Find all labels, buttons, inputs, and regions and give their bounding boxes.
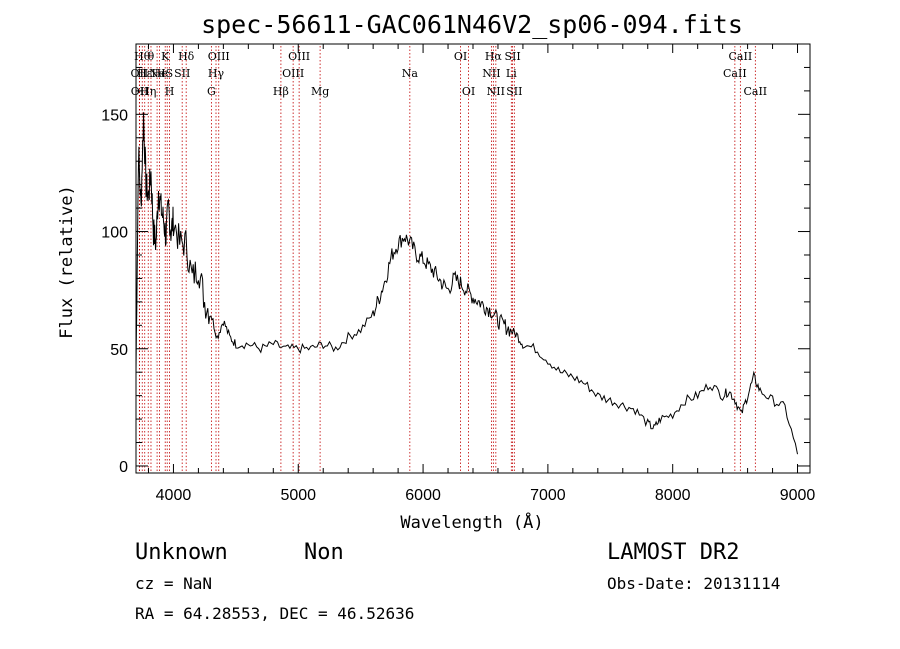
line-marker-label: CaII bbox=[743, 85, 767, 98]
line-marker-label: K bbox=[161, 50, 170, 63]
object-subclass: Non bbox=[304, 540, 344, 565]
line-marker-label: OIII bbox=[208, 50, 230, 63]
x-axis-label: Wavelength (Å) bbox=[400, 511, 543, 533]
line-marker-label: NII bbox=[487, 85, 505, 98]
line-marker-label: H bbox=[165, 85, 175, 98]
y-tick-label: 50 bbox=[110, 342, 128, 359]
plot-frame bbox=[135, 43, 811, 474]
line-marker-label: Hε bbox=[137, 67, 153, 80]
line-marker-label: OIII bbox=[282, 67, 304, 80]
object-class: Unknown bbox=[135, 540, 228, 565]
x-tick-label: 6000 bbox=[405, 487, 441, 504]
line-marker-label: CaII bbox=[729, 50, 753, 63]
chart-title: spec-56611-GAC061N46V2_sp06-094.fits bbox=[201, 10, 743, 39]
line-marker-label: IS bbox=[161, 67, 173, 80]
line-marker-label: Na bbox=[402, 67, 419, 80]
line-marker-label: NII bbox=[482, 67, 500, 80]
y-axis-label: Flux (relative) bbox=[57, 185, 77, 339]
line-marker-label: Mg bbox=[311, 85, 329, 98]
line-marker-label: Li bbox=[506, 67, 517, 80]
y-axis-ticks: 0 50 100 150 bbox=[101, 66, 810, 476]
obs-date: Obs-Date: 20131114 bbox=[607, 574, 780, 593]
x-tick-label: 7000 bbox=[530, 487, 566, 504]
x-tick-label: 4000 bbox=[156, 487, 192, 504]
line-marker-label: Ne bbox=[149, 67, 165, 80]
x-tick-label: 8000 bbox=[655, 487, 691, 504]
line-marker-label: G bbox=[207, 85, 216, 98]
x-tick-label: 5000 bbox=[280, 487, 316, 504]
line-marker-label: Hη bbox=[140, 85, 156, 98]
line-marker-label: OI bbox=[462, 85, 475, 98]
line-marker-label: CaII bbox=[723, 67, 747, 80]
line-marker-label: Hγ bbox=[208, 67, 225, 80]
line-marker-label: OI bbox=[454, 50, 467, 63]
line-marker-label: He bbox=[152, 67, 168, 80]
y-tick-label: 100 bbox=[101, 225, 128, 242]
y-tick-label: 150 bbox=[101, 107, 128, 124]
line-marker-label: OII bbox=[131, 85, 149, 98]
spectrum-series-line bbox=[135, 112, 798, 455]
line-marker-label: Hβ bbox=[273, 85, 289, 98]
x-axis-ticks: 4000 5000 6000 7000 8000 9000 bbox=[147, 44, 816, 504]
emission-line-markers bbox=[138, 46, 756, 473]
line-marker-label: SII bbox=[506, 85, 522, 98]
line-marker-label: OIII bbox=[288, 50, 310, 63]
line-marker-label: SII bbox=[174, 67, 190, 80]
line-marker-label: OII bbox=[131, 67, 149, 80]
line-marker-label: Hδ bbox=[178, 50, 195, 63]
coordinates-text: RA = 64.28553, DEC = 46.52636 bbox=[135, 604, 414, 623]
redshift-text: cz = NaN bbox=[135, 574, 212, 593]
line-marker-label: Hθ bbox=[134, 50, 151, 63]
x-tick-label: 9000 bbox=[780, 487, 816, 504]
y-tick-label: 0 bbox=[119, 459, 128, 476]
line-marker-label: θ bbox=[148, 50, 155, 63]
survey-name: LAMOST DR2 bbox=[607, 540, 739, 565]
line-marker-label: Hα bbox=[485, 50, 503, 63]
line-marker-label: SII bbox=[504, 50, 520, 63]
